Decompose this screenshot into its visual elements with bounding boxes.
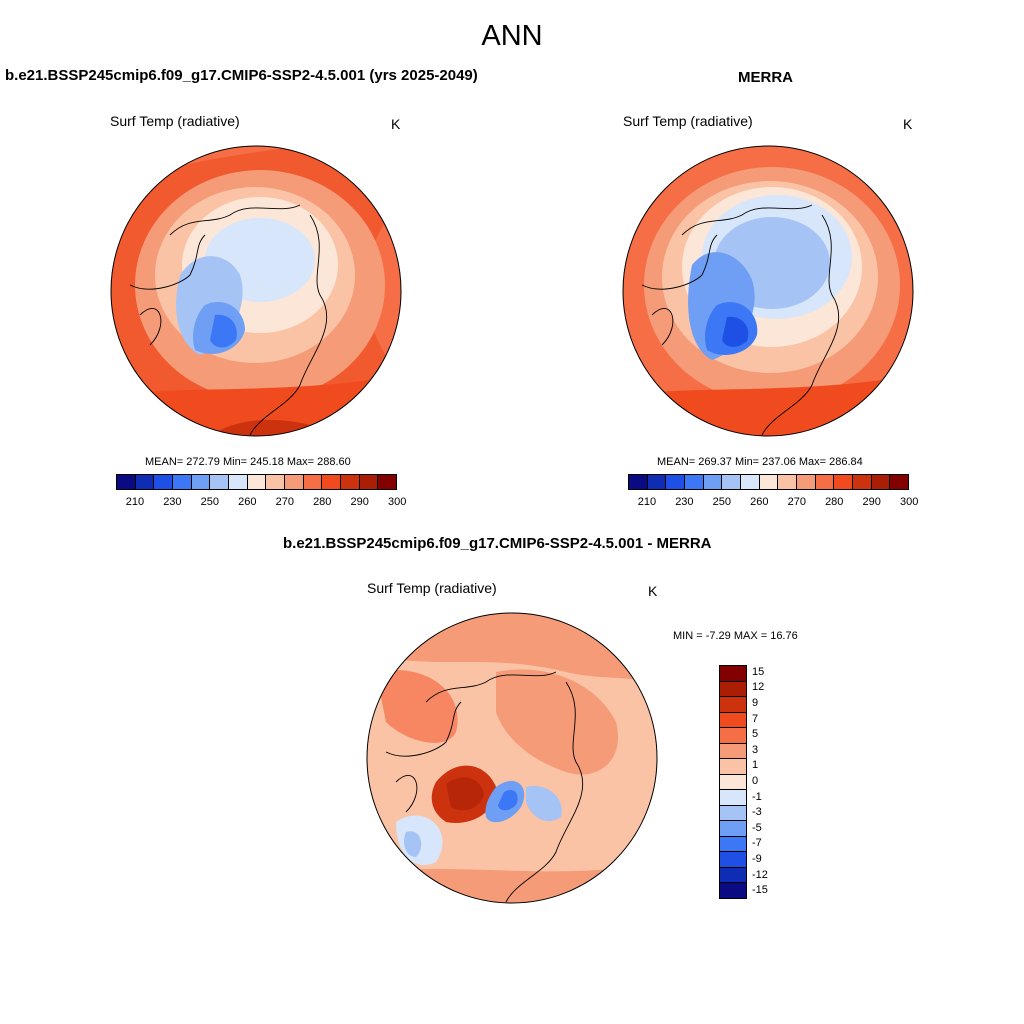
colorbar-tick-label: 15 — [752, 665, 765, 678]
colorbar-swatch — [341, 475, 360, 489]
colorbar-tick-label: 210 — [637, 496, 657, 508]
colorbar-swatch — [378, 475, 397, 489]
colorbar-tick-label: 250 — [712, 496, 732, 508]
colorbar-swatch — [720, 666, 746, 682]
colorbar-tick-label: 300 — [900, 496, 919, 508]
colorbar-swatch — [720, 867, 746, 884]
panel3-polar-map — [366, 612, 658, 904]
colorbar-tick-label: 230 — [675, 496, 694, 508]
panel1-colorbar-ticks: 210 230 250 260 270 280 290 300 — [116, 496, 407, 510]
panel1-polar-map — [110, 145, 402, 437]
colorbar-swatch — [720, 697, 746, 713]
panel1-title: b.e21.BSSP245cmip6.f09_g17.CMIP6-SSP2-4.… — [5, 67, 478, 84]
colorbar-swatch — [720, 743, 746, 760]
panel3-colorbar-ticks: 15 12 9 7 5 3 1 0 -1 -3 -5 -7 -9 -12 -15 — [752, 665, 782, 899]
colorbar-swatch — [720, 712, 746, 729]
panel1-units: K — [391, 116, 401, 132]
colorbar-swatch — [720, 821, 746, 837]
colorbar-swatch — [191, 475, 211, 489]
colorbar-swatch — [285, 475, 304, 489]
colorbar-tick-label: 260 — [238, 496, 257, 508]
panel2-units: K — [903, 116, 913, 132]
colorbar-swatch — [173, 475, 192, 489]
colorbar-tick-label: 1 — [752, 759, 759, 772]
colorbar-tick-label: -12 — [752, 868, 768, 881]
colorbar-swatch — [247, 475, 267, 489]
colorbar-swatch — [720, 759, 746, 775]
colorbar-tick-label: 280 — [313, 496, 332, 508]
colorbar-swatch — [303, 475, 323, 489]
colorbar-swatch — [322, 475, 342, 489]
colorbar-swatch — [647, 475, 667, 489]
colorbar-swatch — [359, 475, 379, 489]
colorbar-swatch — [720, 774, 746, 791]
colorbar-swatch — [778, 475, 798, 489]
colorbar-swatch — [720, 728, 746, 744]
colorbar-tick-label: 9 — [752, 697, 759, 709]
colorbar-swatch — [741, 475, 760, 489]
colorbar-tick-label: 260 — [750, 496, 769, 508]
colorbar-tick-label: 230 — [163, 496, 182, 508]
colorbar-swatch — [759, 475, 779, 489]
colorbar-swatch — [154, 475, 174, 489]
colorbar-tick-label: -3 — [752, 806, 762, 819]
panel3-variable-label: Surf Temp (radiative) — [367, 580, 497, 596]
colorbar-tick-label: -1 — [752, 790, 762, 803]
colorbar-tick-label: 290 — [862, 496, 881, 508]
colorbar-swatch — [722, 475, 742, 489]
colorbar-tick-label: 270 — [275, 496, 294, 508]
colorbar-swatch — [229, 475, 248, 489]
colorbar-tick-label: 300 — [388, 496, 407, 508]
colorbar-tick-label: -7 — [752, 837, 762, 850]
panel3-title: b.e21.BSSP245cmip6.f09_g17.CMIP6-SSP2-4.… — [283, 535, 712, 552]
colorbar-swatch — [629, 475, 648, 489]
colorbar-swatch — [720, 681, 746, 698]
panel3-units: K — [648, 583, 658, 599]
colorbar-tick-label: -15 — [752, 884, 768, 897]
colorbar-swatch — [666, 475, 686, 489]
main-title: ANN — [481, 20, 543, 52]
colorbar-swatch — [266, 475, 286, 489]
colorbar-tick-label: 12 — [752, 681, 765, 694]
panel2-colorbar-ticks: 210 230 250 260 270 280 290 300 — [628, 496, 919, 510]
panel3-colorbar — [719, 665, 747, 899]
colorbar-swatch — [720, 836, 746, 853]
colorbar-swatch — [210, 475, 230, 489]
colorbar-swatch — [685, 475, 704, 489]
colorbar-tick-label: 210 — [125, 496, 145, 508]
colorbar-swatch — [720, 790, 746, 806]
colorbar-swatch — [853, 475, 872, 489]
colorbar-swatch — [890, 475, 909, 489]
colorbar-swatch — [720, 883, 746, 898]
colorbar-tick-label: -5 — [752, 821, 762, 834]
colorbar-tick-label: 7 — [752, 712, 759, 725]
panel2-polar-map — [622, 145, 914, 437]
panel2-title: MERRA — [738, 69, 793, 86]
colorbar-tick-label: 3 — [752, 743, 759, 756]
colorbar-swatch — [720, 852, 746, 868]
panel3-minmax: MIN = -7.29 MAX = 16.76 — [673, 630, 798, 642]
colorbar-swatch — [720, 805, 746, 822]
colorbar-tick-label: 290 — [350, 496, 369, 508]
colorbar-tick-label: 5 — [752, 728, 759, 741]
colorbar-tick-label: 270 — [787, 496, 806, 508]
panel2-colorbar — [628, 474, 909, 490]
colorbar-swatch — [135, 475, 155, 489]
panel1-stats: MEAN= 272.79 Min= 245.18 Max= 288.60 — [145, 456, 351, 468]
colorbar-tick-label: 0 — [752, 775, 759, 787]
colorbar-swatch — [117, 475, 136, 489]
colorbar-swatch — [871, 475, 891, 489]
panel1-variable-label: Surf Temp (radiative) — [110, 113, 240, 129]
panel2-variable-label: Surf Temp (radiative) — [623, 113, 753, 129]
colorbar-swatch — [703, 475, 723, 489]
panel2-stats: MEAN= 269.37 Min= 237.06 Max= 286.84 — [657, 456, 863, 468]
colorbar-swatch — [797, 475, 816, 489]
colorbar-swatch — [815, 475, 835, 489]
colorbar-swatch — [834, 475, 854, 489]
colorbar-tick-label: 280 — [825, 496, 844, 508]
colorbar-tick-label: 250 — [200, 496, 220, 508]
colorbar-tick-label: -9 — [752, 853, 762, 865]
panel1-colorbar — [116, 474, 397, 490]
